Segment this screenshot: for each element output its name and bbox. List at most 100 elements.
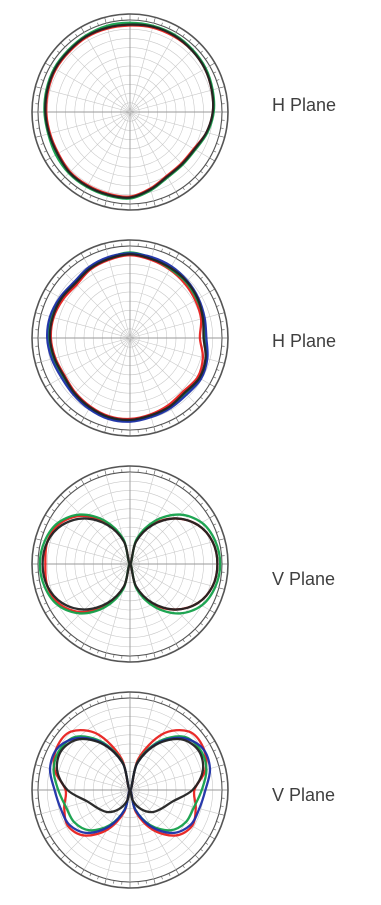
tick-mark [35,86,42,89]
grid-radial [129,23,155,113]
tick-mark [213,602,217,605]
tick-mark [75,187,78,190]
grid-radial [64,498,131,565]
tick-mark [153,652,156,659]
plane-label-4: V Plane [272,785,336,805]
tick-mark [80,478,85,485]
tick-mark [52,509,55,512]
tick-mark [44,835,51,840]
plane-label-2: H Plane [272,331,337,351]
polar-plot-h-plane-1 [31,13,229,211]
tick-mark [104,426,107,433]
tick-mark [68,182,72,185]
tick-mark [145,880,147,884]
tick-mark [80,643,85,650]
grid-radial [129,789,210,837]
grid-radial [129,111,219,137]
grid-radial [83,337,131,418]
tick-mark [188,491,192,494]
tick-mark [175,478,180,485]
grid-radial [50,111,131,159]
tick-mark [52,735,55,738]
grid-radial [41,313,131,339]
grid-radial [129,111,210,159]
grid-radial [129,258,177,339]
grid-radial [50,65,131,113]
tick-mark [104,878,107,885]
tick-mark [194,720,200,726]
tick-mark [182,639,185,642]
tick-mark [205,842,208,845]
tick-mark [60,402,66,408]
tick-mark [60,628,66,634]
tick-mark [43,297,47,300]
tick-mark [216,143,220,145]
grid-radial [129,249,155,339]
grid-radial [129,337,210,385]
tick-mark [97,198,99,202]
tick-mark [194,176,200,182]
tick-mark [188,408,192,411]
grid-radial [64,789,131,856]
tick-mark [43,602,47,605]
grid-radial [129,337,219,363]
tick-mark [175,417,180,424]
grid-radial [129,563,210,611]
tick-mark [194,628,200,634]
tick-mark [220,95,224,97]
tick-mark [104,200,107,207]
tick-mark [200,50,203,54]
tick-mark [205,390,208,393]
tick-mark [200,502,203,506]
tick-mark [153,243,156,250]
tick-mark [200,622,203,626]
grid-radial [129,111,196,178]
tick-mark [35,361,42,364]
tick-mark [220,579,224,581]
tick-mark [97,248,99,252]
tick-mark [168,703,171,707]
tick-mark [216,757,220,759]
tick-mark [209,157,216,162]
grid-radial [129,111,155,201]
radiation-pattern-v-plane-2: V Plane [0,678,381,904]
tick-mark [182,712,185,715]
tick-mark [104,652,107,659]
tick-mark [213,749,217,752]
tick-mark [182,187,185,190]
tick-mark [175,869,180,876]
tick-mark [161,700,163,704]
tick-mark [89,421,92,425]
tick-mark [161,248,163,252]
tick-mark [209,514,216,519]
tick-mark [161,474,163,478]
tick-mark [188,39,192,42]
tick-mark [145,18,147,22]
tick-mark [205,735,208,738]
tick-mark [60,268,66,274]
tick-mark [52,164,55,167]
tick-mark [216,595,220,597]
tick-mark [182,865,185,868]
tick-mark [216,305,220,307]
tick-mark [145,244,147,248]
tick-mark [216,79,220,81]
tick-mark [113,470,115,474]
tick-mark [188,860,192,863]
grid-radial [129,789,219,815]
tick-mark [35,135,42,138]
tick-mark [43,749,47,752]
tick-mark [182,486,185,489]
grid-radial [41,789,131,815]
tick-mark [40,79,44,81]
tick-mark [40,369,44,371]
tick-mark [40,595,44,597]
tick-mark [200,728,203,732]
tick-mark [97,424,99,428]
tick-mark [145,654,147,658]
tick-mark [75,260,78,263]
tick-mark [182,260,185,263]
tick-mark [168,477,171,481]
radiation-pattern-h-plane-1: H Plane [0,0,381,226]
tick-mark [35,312,42,315]
